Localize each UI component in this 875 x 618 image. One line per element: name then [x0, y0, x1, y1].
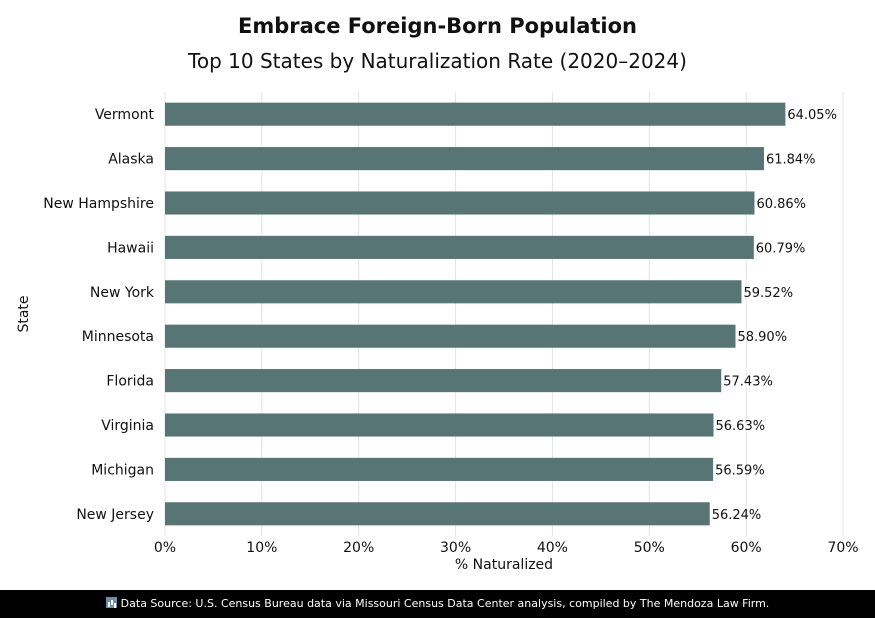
bar — [165, 147, 764, 171]
chart-title: Embrace Foreign-Born Population — [237, 14, 638, 38]
x-axis-label: % Naturalized — [455, 557, 553, 573]
category-label: New York — [90, 285, 155, 301]
bar — [165, 457, 714, 481]
category-label: Hawaii — [107, 240, 154, 256]
value-label: 60.86% — [756, 197, 806, 212]
y-axis-label: State — [16, 295, 32, 332]
x-tick-label: 0% — [154, 540, 176, 556]
x-tick-label: 10% — [246, 540, 277, 556]
category-labels: Vermont Alaska New Hampshire Hawaii New York… — [43, 107, 155, 523]
bar — [165, 324, 736, 348]
value-label: 61.84% — [766, 153, 816, 168]
x-tick-label: 20% — [343, 540, 374, 556]
category-label: Minnesota — [82, 329, 154, 345]
x-tick-label: 40% — [537, 540, 568, 556]
category-label: Michigan — [91, 462, 154, 478]
category-label: Vermont — [95, 107, 155, 123]
x-tick-label: 60% — [731, 540, 762, 556]
category-label: Florida — [106, 374, 154, 390]
category-label: New Hampshire — [43, 196, 154, 212]
bar — [165, 102, 786, 126]
bar — [165, 280, 742, 304]
value-labels: 64.05% 61.84% 60.86% 60.79% 59.52% 58.90% 57.4… — [712, 108, 837, 523]
chart-subtitle: Top 10 States by Naturalization Rate (20… — [188, 49, 687, 73]
value-label: 60.79% — [756, 241, 806, 256]
bar — [165, 413, 714, 437]
value-label: 59.52% — [743, 286, 793, 301]
data-source-footer: Data Source: U.S. Census Bureau data via… — [0, 590, 875, 618]
x-tick-labels: 0% 10% 20% 30% 40% 50% 60% 70% — [154, 540, 859, 556]
bar — [165, 235, 754, 259]
value-label: 57.43% — [723, 375, 773, 390]
value-label: 64.05% — [787, 108, 837, 123]
value-label: 56.59% — [715, 463, 765, 478]
bar-chart: 0% 10% 20% 30% 40% 50% 60% 70% Vermont Alaska New… — [16, 92, 859, 573]
category-label: New Jersey — [76, 507, 154, 523]
bar — [165, 369, 722, 393]
bar — [165, 191, 755, 215]
bars — [165, 102, 786, 526]
footer-text: Data Source: U.S. Census Bureau data via… — [120, 597, 770, 610]
bar-chart-icon — [105, 597, 117, 608]
value-label: 58.90% — [737, 330, 787, 345]
value-label: 56.63% — [716, 419, 766, 434]
value-label: 56.24% — [712, 508, 762, 523]
bar — [165, 502, 710, 526]
category-label: Virginia — [101, 418, 154, 434]
x-tick-label: 50% — [634, 540, 665, 556]
x-tick-label: 70% — [827, 540, 858, 556]
category-label: Alaska — [108, 152, 154, 168]
x-tick-label: 30% — [440, 540, 471, 556]
